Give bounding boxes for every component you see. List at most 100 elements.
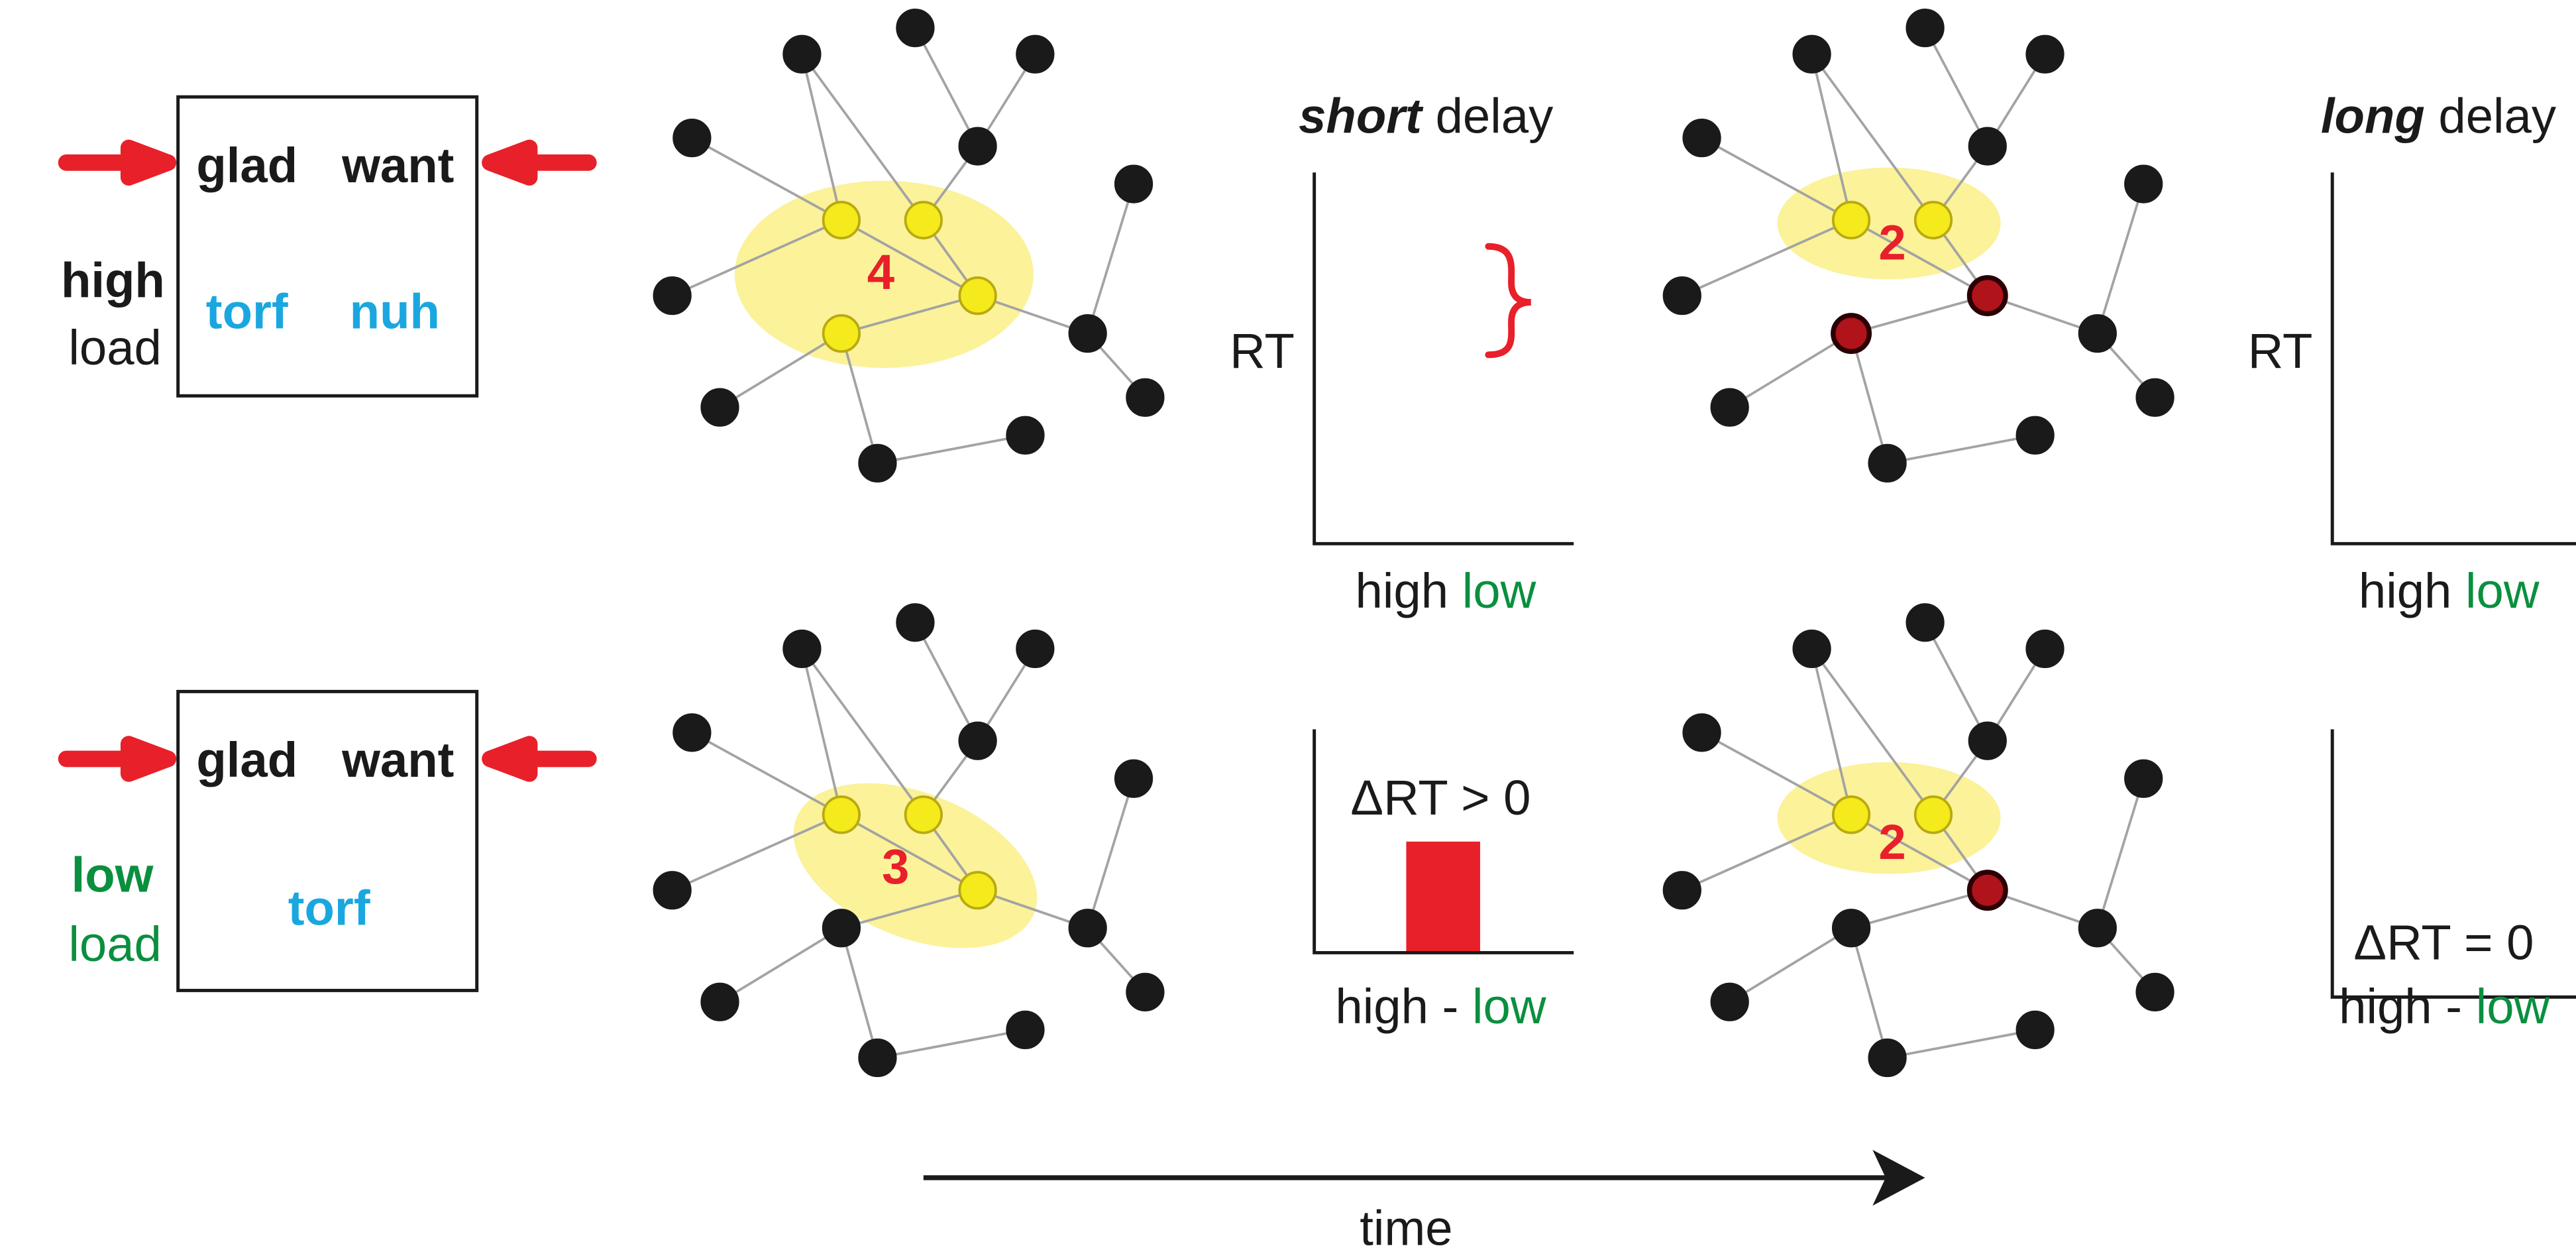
active-count-label: 4 (867, 245, 894, 300)
network-edge (691, 137, 842, 221)
network-edge (840, 927, 879, 1058)
network-node (958, 127, 997, 166)
time-arrowhead (1872, 1149, 1925, 1206)
decayed-node (1966, 870, 2008, 911)
network-node (2124, 759, 2163, 798)
active-node (1831, 795, 1871, 834)
word-glad-high: glad (196, 138, 297, 193)
long-delay-difference-label: ΔRT = 0 (2353, 915, 2534, 970)
difference-brace (1485, 243, 1532, 359)
short-delay-difference-chart: ΔRT > 0 high - low (1313, 729, 1574, 1034)
network-edge (1701, 731, 1852, 816)
network-node (2078, 909, 2117, 948)
left-arrow-high (58, 139, 177, 186)
network-node (1006, 1010, 1045, 1050)
active-count-label: 2 (1878, 215, 1905, 270)
network-node (1792, 34, 1831, 74)
network-node (672, 119, 712, 158)
network-edge (800, 54, 843, 221)
network-node (1114, 759, 1154, 798)
stimulus-box-high (176, 95, 479, 398)
network-node (896, 603, 935, 642)
network-low-long: 2 (1662, 603, 2174, 1078)
long-delay-axes (2330, 172, 2576, 545)
network-node (2025, 34, 2065, 74)
network-edge (1810, 54, 1852, 221)
network-node (958, 721, 997, 760)
active-node (904, 200, 943, 240)
network-node (1792, 629, 1831, 669)
network-edge (719, 332, 842, 409)
network-edge (840, 219, 979, 297)
network-edge (1729, 332, 1852, 409)
network-edge (1810, 648, 1852, 815)
right-arrow-low (482, 736, 597, 782)
network-node (1868, 1038, 1907, 1078)
network-high-short: 4 (653, 9, 1165, 483)
active-node (904, 795, 943, 834)
load-level-low: low (72, 848, 154, 903)
network-edge (800, 648, 925, 816)
network-node (653, 871, 692, 910)
active-node (1913, 200, 1953, 240)
active-node (822, 200, 861, 240)
time-label: time (1360, 1201, 1452, 1250)
network-node (2135, 972, 2174, 1012)
active-node (1913, 795, 1953, 834)
active-node (958, 871, 997, 910)
network-edge (841, 294, 979, 335)
network-edge (1851, 294, 1988, 335)
network-edge (1086, 778, 1135, 929)
nonword-nuh-high: nuh (350, 284, 440, 339)
network-node (1068, 909, 1107, 948)
network-node (1905, 9, 1945, 48)
short-delay-difference-xlabel: high - low (1335, 979, 1546, 1034)
network-edge (800, 648, 843, 815)
short-delay-ylabel: RT (1230, 323, 1295, 378)
network-edge (877, 1029, 1026, 1059)
network-edge (1851, 219, 1988, 297)
short-delay-difference-axes (1313, 729, 1574, 954)
network-edge (841, 889, 979, 930)
short-delay-axes (1313, 172, 1574, 545)
network-node (700, 982, 739, 1021)
network-node (1682, 119, 1721, 158)
active-node (958, 276, 997, 315)
network-edge (1086, 184, 1135, 334)
network-node (1068, 313, 1107, 353)
left-arrow-low (58, 736, 177, 782)
network-node (1968, 127, 2007, 166)
network-node (1710, 388, 1749, 427)
stimulus-box-low (176, 689, 479, 992)
network-edge (877, 433, 1026, 465)
network-node (1126, 378, 1165, 417)
network-edge (1682, 813, 1852, 891)
network-node (858, 443, 897, 483)
network-edge (977, 294, 1089, 335)
active-node (822, 795, 861, 834)
word-want-high: want (341, 138, 454, 193)
activation-highlight (1777, 167, 2001, 280)
short-delay-difference-bars (1406, 841, 1480, 953)
decayed-node (1966, 275, 2008, 317)
network-high-long: 2 (1662, 9, 2174, 483)
network-node (1831, 909, 1871, 948)
nonword-torf-low: torf (288, 880, 370, 935)
short-delay-xlabels: high low (1356, 563, 1536, 618)
network-edge (1851, 813, 1988, 891)
network-node (858, 1038, 897, 1078)
network-edge (914, 27, 979, 147)
network-node (1114, 164, 1154, 203)
long-delay-difference-chart: ΔRT = 0 high - low (2330, 729, 2576, 1034)
active-count-label: 2 (1878, 815, 1905, 870)
network-edge (1850, 927, 1889, 1058)
network-node (782, 34, 822, 74)
network-node (1905, 603, 1945, 642)
network-node (1682, 713, 1721, 752)
long-delay-xlabels: high low (2359, 563, 2540, 618)
decayed-node (1831, 313, 1872, 355)
time-axis: time (923, 1149, 1925, 1250)
short-delay-difference-label: ΔRT > 0 (1350, 770, 1530, 825)
network-edge (1887, 1029, 2035, 1059)
